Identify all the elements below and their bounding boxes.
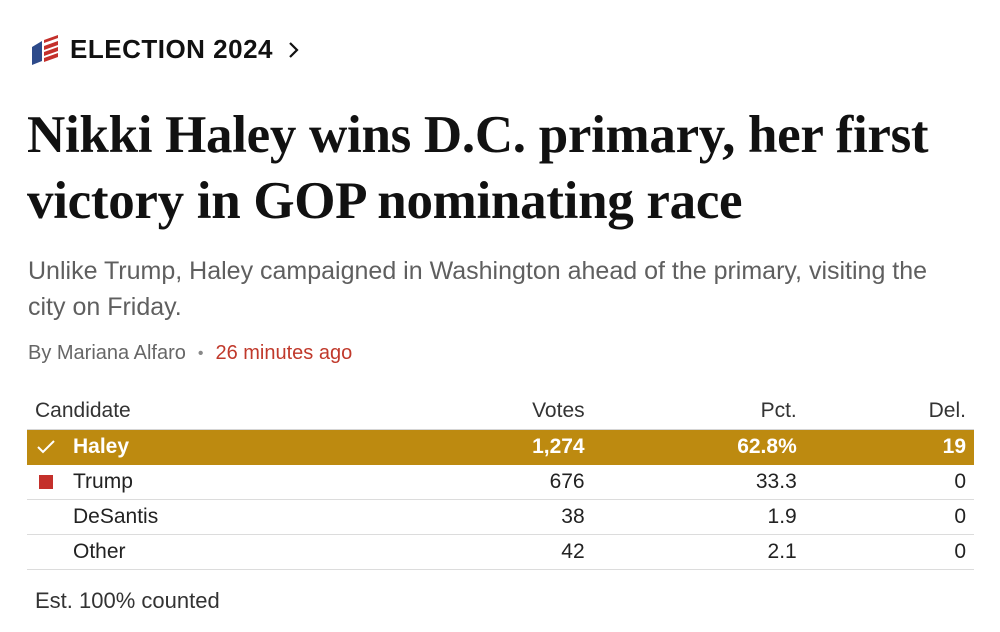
- candidate-name: Haley: [73, 435, 130, 458]
- delegates-cell: 0: [804, 464, 974, 500]
- candidate-name: Other: [73, 540, 126, 563]
- candidate-name: Trump: [73, 470, 133, 493]
- flag-icon: [32, 34, 58, 65]
- check-icon: [35, 436, 57, 458]
- header-votes: Votes: [326, 393, 593, 430]
- votes-cell: 676: [326, 464, 593, 500]
- byline: By Mariana Alfaro • 26 minutes ago: [28, 342, 352, 365]
- author-link[interactable]: By Mariana Alfaro: [28, 342, 186, 364]
- table-row-other: Other 42 2.1 0: [27, 534, 974, 570]
- article-headline: Nikki Haley wins D.C. primary, her first…: [27, 106, 929, 230]
- pct-cell: 62.8%: [592, 429, 805, 465]
- table-row-haley: Haley 1,274 62.8% 19: [27, 429, 974, 465]
- header-del: Del.: [804, 393, 974, 430]
- timestamp: 26 minutes ago: [215, 342, 353, 364]
- delegates-cell: 0: [804, 534, 974, 570]
- red-square-icon: [35, 471, 57, 493]
- pct-cell: 2.1: [592, 534, 805, 570]
- votes-cell: 42: [326, 534, 593, 570]
- pct-cell: 1.9: [592, 499, 805, 535]
- header-candidate: Candidate: [27, 393, 327, 430]
- table-row-trump: Trump 676 33.3 0: [27, 464, 974, 500]
- article-subhead: Unlike Trump, Haley campaigned in Washin…: [28, 257, 928, 321]
- votes-cell: 38: [326, 499, 593, 535]
- delegates-cell: 0: [804, 499, 974, 535]
- votes-cell: 1,274: [326, 429, 593, 465]
- byline-separator: •: [197, 344, 204, 362]
- delegates-cell: 19: [804, 429, 974, 465]
- counted-footnote: Est. 100% counted: [35, 588, 220, 613]
- header-pct: Pct.: [592, 393, 805, 430]
- candidate-name: DeSantis: [73, 505, 159, 528]
- results-table: Candidate Votes Pct. Del. Haley 1,274 62…: [27, 393, 974, 570]
- pct-cell: 33.3: [592, 464, 805, 500]
- chevron-right-icon: [289, 41, 299, 58]
- table-row-desantis: DeSantis 38 1.9 0: [27, 499, 974, 535]
- section-kicker-link[interactable]: ELECTION 2024: [30, 34, 301, 65]
- results-header-row: Candidate Votes Pct. Del.: [27, 393, 974, 430]
- section-label: ELECTION 2024: [70, 34, 274, 64]
